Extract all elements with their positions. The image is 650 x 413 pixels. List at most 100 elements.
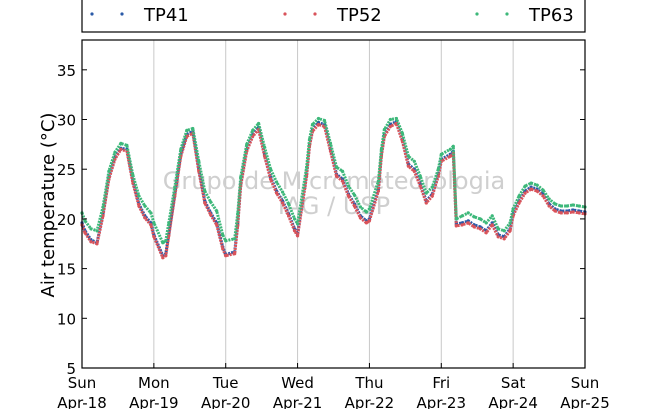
data-point	[424, 201, 428, 205]
data-point	[367, 219, 371, 223]
data-point	[364, 210, 368, 214]
data-point	[131, 173, 135, 177]
data-point	[101, 205, 105, 209]
data-point	[535, 183, 539, 187]
data-point	[340, 179, 345, 183]
y-axis-label: Air temperature (°C)	[38, 113, 59, 298]
y-tick-label: 10	[57, 310, 76, 328]
data-point	[221, 233, 225, 237]
x-tick-date: Apr-21	[273, 394, 323, 409]
legend-item-TP52: TP52	[283, 5, 382, 26]
data-point	[451, 144, 455, 148]
legend-marker	[120, 12, 124, 16]
legend-label: TP41	[143, 5, 189, 26]
data-point	[209, 200, 213, 204]
data-point	[179, 147, 183, 151]
x-tick-date: Apr-20	[201, 394, 251, 409]
y-tick-label: 30	[57, 112, 76, 130]
data-point	[191, 126, 195, 131]
data-point	[83, 219, 87, 223]
legend-item-TP41: TP41	[90, 5, 189, 26]
legend-label: TP63	[528, 5, 574, 26]
data-point	[164, 239, 168, 243]
data-point	[478, 227, 482, 231]
data-point	[149, 223, 153, 227]
data-point	[541, 194, 545, 198]
y-tick-label: 15	[57, 261, 76, 279]
data-point	[541, 188, 545, 192]
watermark: Grupo de Micrometeorologia IAG / USP	[163, 167, 505, 220]
x-tick-day: Thu	[354, 374, 383, 392]
y-tick-label: 25	[57, 161, 76, 179]
data-point	[358, 205, 362, 209]
data-point	[511, 207, 515, 211]
data-point	[125, 143, 129, 147]
data-point	[523, 184, 527, 188]
data-point	[293, 217, 297, 221]
data-point	[137, 204, 141, 208]
data-point	[571, 210, 575, 214]
data-point	[517, 201, 521, 205]
data-point	[269, 167, 273, 171]
data-point	[388, 124, 392, 129]
data-point	[496, 227, 500, 231]
data-point	[517, 194, 521, 198]
data-point	[529, 181, 533, 185]
data-point	[224, 239, 228, 243]
x-tick-day: Sun	[571, 374, 600, 392]
data-point	[119, 147, 123, 151]
data-point	[502, 229, 506, 233]
data-point	[263, 154, 267, 158]
data-point	[334, 165, 339, 169]
legend-frame	[81, 0, 586, 33]
data-point	[406, 154, 410, 158]
data-point	[334, 174, 339, 178]
x-tick-date: Apr-22	[345, 394, 395, 409]
data-point	[379, 147, 383, 151]
y-tick-label: 5	[66, 360, 76, 378]
data-point	[460, 214, 464, 218]
data-point	[143, 216, 147, 220]
data-point	[472, 225, 476, 229]
data-point	[95, 242, 99, 246]
data-point	[454, 224, 458, 228]
data-point	[448, 154, 452, 158]
data-point	[376, 179, 380, 183]
data-point	[430, 194, 434, 198]
data-point	[107, 169, 111, 173]
data-point	[400, 131, 404, 135]
series-TP52	[80, 121, 587, 260]
data-point	[113, 150, 117, 154]
data-point	[287, 202, 291, 206]
data-point	[358, 216, 362, 220]
data-point	[203, 189, 207, 193]
data-point	[215, 209, 219, 213]
data-point	[478, 217, 482, 221]
data-point	[484, 231, 488, 235]
data-point	[236, 212, 240, 216]
data-point	[472, 215, 476, 219]
data-point	[571, 203, 575, 207]
data-point	[281, 190, 285, 194]
data-point	[559, 204, 563, 208]
data-point	[547, 197, 551, 201]
data-point	[454, 217, 458, 221]
data-point	[185, 128, 189, 132]
data-point	[221, 247, 225, 251]
data-point	[251, 128, 255, 132]
data-point	[502, 237, 506, 241]
data-point	[436, 174, 440, 178]
x-axis: Sun Apr-18 Mon Apr-19 Tue Apr-20 Wed Apr-21 Thu A…	[57, 363, 610, 412]
data-series	[80, 116, 587, 260]
data-point	[310, 122, 315, 127]
data-point	[553, 209, 557, 213]
data-point	[152, 235, 156, 239]
x-tick-day: Mon	[138, 374, 170, 392]
data-point	[322, 118, 327, 123]
data-point	[340, 169, 345, 173]
data-point	[209, 213, 213, 217]
data-point	[119, 141, 123, 145]
grid-lines	[153, 40, 514, 368]
data-point	[577, 211, 581, 215]
